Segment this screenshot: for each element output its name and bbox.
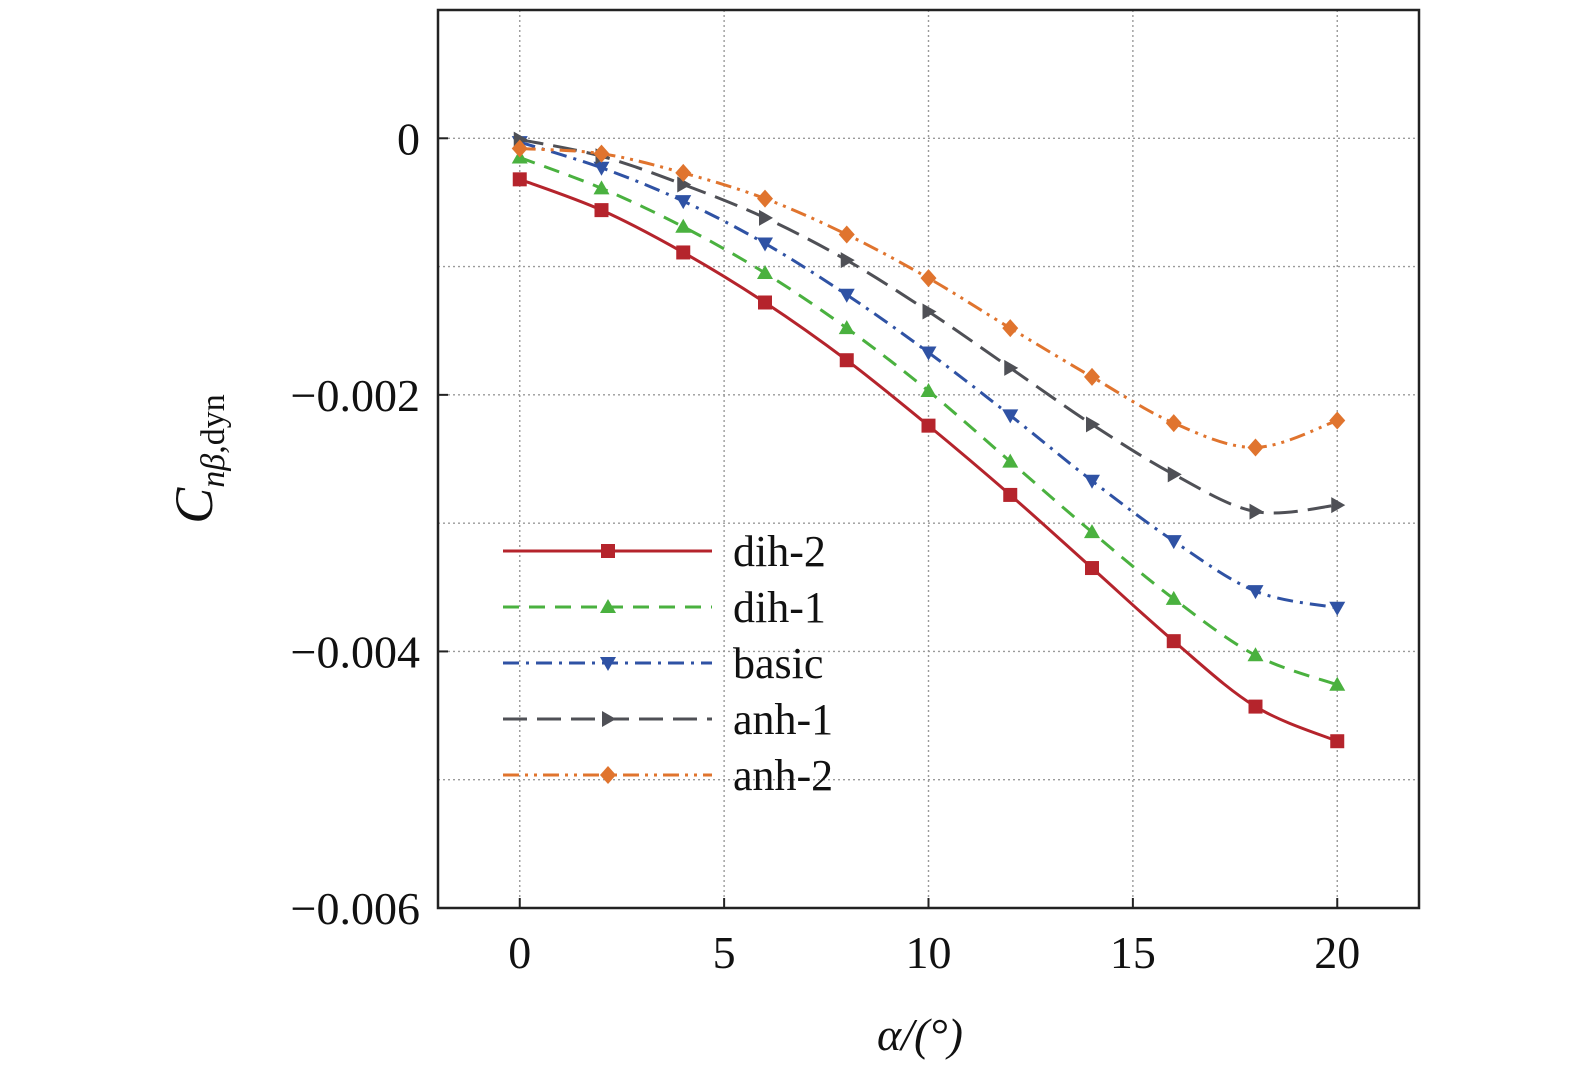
data-point bbox=[1249, 503, 1264, 520]
y-tick-label: −0.004 bbox=[291, 626, 420, 677]
data-point bbox=[757, 237, 773, 252]
y-axis-label-sub-roman: ,dyn bbox=[195, 394, 232, 454]
data-point bbox=[921, 418, 936, 433]
y-tick-label: −0.002 bbox=[291, 370, 420, 421]
legend-item-anh-1: anh-1 bbox=[503, 695, 833, 744]
x-axis-label: α/(°) bbox=[877, 1009, 963, 1060]
data-point bbox=[920, 383, 937, 398]
data-point bbox=[677, 176, 692, 193]
legend-label: dih-2 bbox=[733, 527, 826, 576]
data-point bbox=[593, 161, 610, 176]
data-point bbox=[838, 225, 855, 244]
plot-background bbox=[438, 10, 1419, 908]
y-tick-label: −0.006 bbox=[291, 883, 420, 934]
x-tick-label: 0 bbox=[508, 927, 531, 978]
legend: dih-2 dih-1 basic anh-1 anh-2 bbox=[503, 527, 833, 800]
data-point bbox=[1084, 367, 1100, 386]
data-point bbox=[1329, 676, 1346, 691]
data-point bbox=[675, 195, 692, 210]
data-point bbox=[675, 163, 692, 182]
data-point bbox=[839, 353, 854, 368]
data-point bbox=[1004, 359, 1019, 376]
data-point bbox=[1002, 453, 1019, 468]
data-point bbox=[1247, 585, 1264, 600]
data-point bbox=[1165, 535, 1182, 550]
data-point bbox=[1329, 601, 1346, 616]
axis-ticks: 0 5 10 15 20 0 −0.002 −0.004 −0.006 bbox=[291, 113, 1361, 978]
legend-label: anh-1 bbox=[733, 695, 833, 744]
data-point bbox=[1166, 634, 1181, 649]
legend-item-basic: basic bbox=[503, 639, 823, 688]
data-point bbox=[1003, 487, 1018, 502]
data-point bbox=[757, 264, 773, 279]
data-point bbox=[1002, 409, 1019, 424]
series-basic bbox=[511, 136, 1346, 616]
data-point bbox=[1247, 438, 1264, 457]
x-tick-label: 20 bbox=[1314, 927, 1360, 978]
data-point bbox=[1331, 497, 1346, 514]
series-dih-2 bbox=[512, 172, 1345, 749]
series-dih-1 bbox=[511, 149, 1346, 691]
data-point bbox=[600, 657, 616, 671]
data-point bbox=[676, 245, 691, 260]
legend-item-dih-1: dih-1 bbox=[503, 583, 826, 632]
data-point bbox=[1167, 466, 1182, 483]
x-tick-label: 5 bbox=[713, 927, 736, 978]
data-point bbox=[759, 209, 773, 226]
data-point bbox=[758, 295, 772, 310]
data-point bbox=[1165, 414, 1182, 433]
data-point bbox=[1085, 561, 1099, 576]
data-point bbox=[757, 189, 773, 208]
data-point bbox=[838, 288, 855, 303]
data-point bbox=[920, 346, 937, 361]
legend-item-anh-2: anh-2 bbox=[503, 751, 833, 800]
data-point bbox=[1165, 590, 1182, 605]
data-point bbox=[600, 766, 616, 784]
y-axis-label-sub-italic: nβ bbox=[195, 454, 232, 488]
y-axis-label: Cnβ,dyn bbox=[164, 394, 232, 523]
data-point bbox=[1086, 416, 1100, 433]
svg-text:Cnβ,dyn: Cnβ,dyn bbox=[164, 394, 232, 523]
series-anh-2 bbox=[511, 139, 1346, 457]
data-point bbox=[1247, 647, 1264, 662]
legend-item-dih-2: dih-2 bbox=[503, 527, 826, 576]
data-point bbox=[840, 252, 855, 269]
y-tick-label: 0 bbox=[397, 113, 420, 164]
y-axis-label-main: C bbox=[164, 487, 224, 524]
x-tick-label: 15 bbox=[1110, 927, 1156, 978]
data-point bbox=[1329, 411, 1346, 430]
data-point bbox=[511, 139, 528, 158]
legend-label: anh-2 bbox=[733, 751, 833, 800]
data-point bbox=[601, 544, 615, 558]
data-point bbox=[838, 320, 855, 335]
data-point bbox=[593, 180, 610, 195]
legend-label: basic bbox=[733, 639, 823, 688]
x-tick-label: 10 bbox=[906, 927, 952, 978]
data-point bbox=[1084, 524, 1100, 539]
data-point bbox=[602, 711, 616, 727]
legend-label: dih-1 bbox=[733, 583, 826, 632]
data-point bbox=[593, 144, 610, 163]
data-point bbox=[512, 172, 527, 187]
data-point bbox=[600, 599, 616, 613]
series-lines bbox=[511, 131, 1346, 749]
data-point bbox=[922, 303, 937, 320]
data-point bbox=[1330, 734, 1345, 749]
data-point bbox=[920, 269, 937, 288]
data-point bbox=[1084, 474, 1100, 489]
data-point bbox=[594, 203, 609, 218]
data-point bbox=[1248, 699, 1263, 714]
data-point bbox=[1002, 319, 1019, 338]
data-point bbox=[675, 218, 692, 233]
